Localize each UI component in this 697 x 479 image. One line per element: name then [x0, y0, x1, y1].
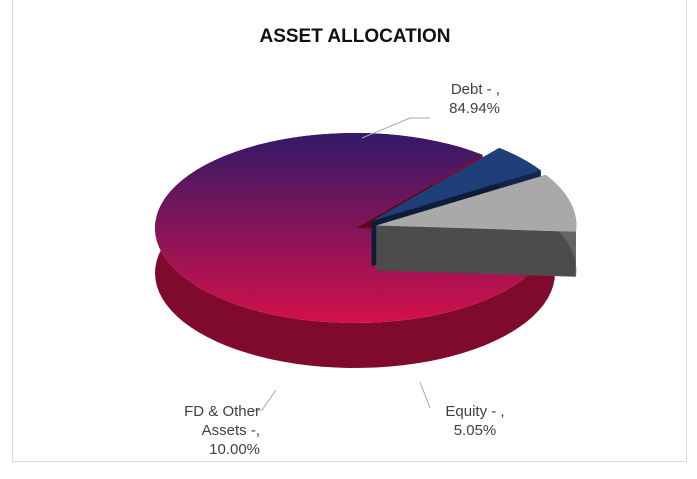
label-category: FD & Other Assets -, [184, 403, 260, 439]
data-label: Debt - , 84.94% [400, 80, 500, 118]
slice [371, 147, 541, 222]
data-label: FD & Other Assets -, 10.00% [160, 402, 260, 459]
slice-wall [376, 225, 576, 277]
data-label: Equity - , 5.05% [430, 402, 520, 440]
leader-line [361, 117, 430, 139]
label-value: 10.00% [209, 441, 260, 458]
chart-frame [12, 0, 687, 462]
pie [155, 133, 577, 368]
label-category: Equity - , [445, 403, 505, 420]
leader-line [419, 381, 431, 409]
label-category: Debt - , [450, 81, 500, 98]
slice-shade [155, 133, 555, 323]
leader-line [252, 389, 277, 411]
label-value: 84.94% [449, 100, 500, 117]
slice [376, 174, 577, 232]
chart-title: ASSET ALLOCATION [259, 26, 450, 47]
label-value: 5.05% [453, 422, 497, 439]
